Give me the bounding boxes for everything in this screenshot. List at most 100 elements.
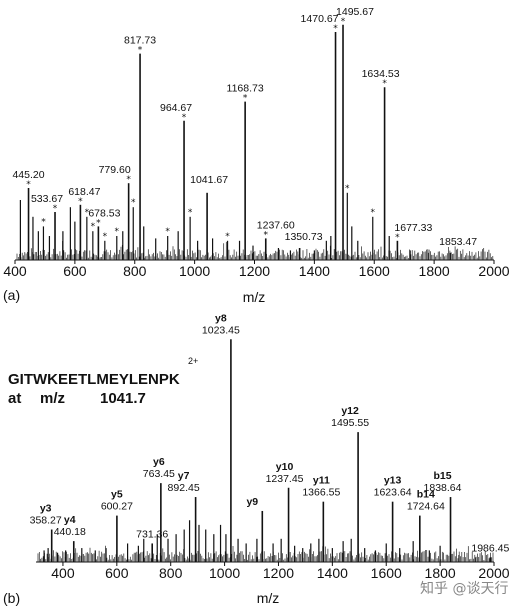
peak-star: * <box>243 94 248 104</box>
peak-label: 1237.60 <box>257 219 295 231</box>
fragment-ion-label: y5 <box>111 489 123 501</box>
peak-star: * <box>341 17 346 27</box>
peak-star: * <box>41 217 46 227</box>
peak-label: 817.73 <box>124 35 156 47</box>
precursor-mz-value: 1041.7 <box>100 390 146 407</box>
peak-label: 1677.33 <box>394 222 432 234</box>
x-tick-label: 400 <box>3 263 27 279</box>
fragment-ion-label: y4 <box>64 514 76 526</box>
x-tick-label: 1000 <box>209 565 240 581</box>
panel-a-x-ticks: 400 600 800 1000 1200 1400 1600 1800 2000 <box>3 260 510 279</box>
peak-label: 533.67 <box>31 193 63 205</box>
peak-star: * <box>53 204 58 214</box>
peak-label: 445.20 <box>12 169 44 181</box>
x-tick-label: 600 <box>105 565 129 581</box>
x-tick-label: 1400 <box>299 263 330 279</box>
panel-a-x-axis-title: m/z <box>243 289 266 305</box>
fragment-ion-label: y8 <box>215 312 227 324</box>
peak-label: 779.60 <box>99 164 131 176</box>
peak-star: * <box>333 24 338 34</box>
fragment-ion-label: b14 <box>417 489 435 501</box>
fragment-mz-label: 1237.45 <box>266 473 304 485</box>
peak-label: 1168.73 <box>227 83 264 95</box>
peak-label: 1350.73 <box>285 231 323 243</box>
x-tick-label: 600 <box>63 263 87 279</box>
fragment-ion-label: y7 <box>178 470 190 482</box>
fragment-ion-label: y10 <box>276 461 294 473</box>
fragment-ion-label: y12 <box>341 405 359 417</box>
fragment-mz-label: 763.45 <box>143 468 175 480</box>
fragment-mz-label: 440.18 <box>54 526 86 538</box>
peak-label: 1495.67 <box>336 6 374 18</box>
fragment-mz-label: 1724.64 <box>407 501 445 513</box>
fragment-ion-label: b15 <box>433 470 451 482</box>
peptide-sequence: GITWKEETLMEYLENPK <box>8 371 180 388</box>
x-tick-label: 800 <box>123 263 147 279</box>
fragment-ion-label: y6 <box>153 456 165 468</box>
panel-b-x-axis-title: m/z <box>257 590 280 606</box>
peak-star: * <box>395 233 400 243</box>
panel-a-baseline-noise <box>16 241 494 260</box>
x-tick-label: 2000 <box>478 565 509 581</box>
peak-star: * <box>96 218 101 228</box>
peak-star: * <box>126 175 131 185</box>
peak-star: * <box>115 227 120 237</box>
watermark: 知乎 @谈天行 <box>420 580 508 597</box>
fragment-ion-label: y9 <box>246 496 258 508</box>
x-tick-label: 2000 <box>478 263 509 279</box>
fragment-mz-label: 1623.64 <box>374 487 412 499</box>
x-tick-label: 400 <box>51 565 75 581</box>
peak-star: * <box>188 208 193 218</box>
peak-star: * <box>78 197 83 207</box>
peak-label: 964.67 <box>160 102 192 114</box>
panel-a-labeled-peaks: *445.20*533.67 *618.47*678.53*779.60*817.… <box>12 6 477 260</box>
peak-star: * <box>345 184 350 194</box>
x-tick-label: 1800 <box>425 565 456 581</box>
peak-label: 1853.47 <box>439 236 477 248</box>
peak-star: * <box>26 180 31 190</box>
peak-star: * <box>264 230 269 240</box>
x-tick-label: 1200 <box>263 565 294 581</box>
fragment-mz-label: 1495.55 <box>331 417 369 429</box>
x-tick-label: 1000 <box>179 263 210 279</box>
peak-label: 1041.67 <box>190 174 228 186</box>
peak-star: * <box>138 46 143 56</box>
peak-star: * <box>131 198 136 208</box>
peak-label: 678.53 <box>88 207 120 219</box>
peak-label: 1470.67 <box>301 13 339 25</box>
peak-star: * <box>225 232 230 242</box>
noise-trace <box>16 241 494 260</box>
x-tick-label: 1400 <box>317 565 348 581</box>
x-tick-label: 1600 <box>371 565 402 581</box>
precursor-mz-label: m/z <box>40 390 65 407</box>
x-tick-label: 800 <box>159 565 183 581</box>
panel-a-spectrum: **** ******* *445.20*533.67 *618.47*678.53… <box>3 6 510 305</box>
fragment-mz-label: 1366.55 <box>302 487 340 499</box>
precursor-prefix: at <box>8 390 21 407</box>
peak-star: * <box>91 222 96 232</box>
peak-star: * <box>371 208 376 218</box>
panel-a-minor-peaks: **** ******* <box>19 184 429 260</box>
peak-star: * <box>382 79 387 89</box>
x-tick-label: 1800 <box>419 263 450 279</box>
x-tick-label: 1200 <box>239 263 270 279</box>
peak-label: 1634.53 <box>362 68 400 80</box>
fragment-ion-label: y11 <box>313 475 330 487</box>
peak-star: * <box>165 227 170 237</box>
peak-star: * <box>103 232 108 242</box>
fragment-mz-label: 600.27 <box>101 501 133 513</box>
panel-b-label: (b) <box>3 590 20 606</box>
fragment-mz-label: 892.45 <box>168 482 200 494</box>
panel-a-label: (a) <box>3 287 20 303</box>
fragment-mz-label: 731.36 <box>136 528 168 540</box>
x-tick-label: 1600 <box>359 263 390 279</box>
fragment-mz-label: 1838.64 <box>424 482 462 494</box>
fragment-mz-label: 1986.45 <box>471 542 509 554</box>
fragment-ion-label: y3 <box>40 503 52 515</box>
fragment-mz-label: 358.27 <box>30 515 62 527</box>
panel-b-x-ticks: 400 600 800 1000 1200 1400 1600 1800 2000 <box>51 562 510 581</box>
peak-label: 618.47 <box>68 186 100 198</box>
fragment-mz-label: 1023.45 <box>202 324 240 336</box>
